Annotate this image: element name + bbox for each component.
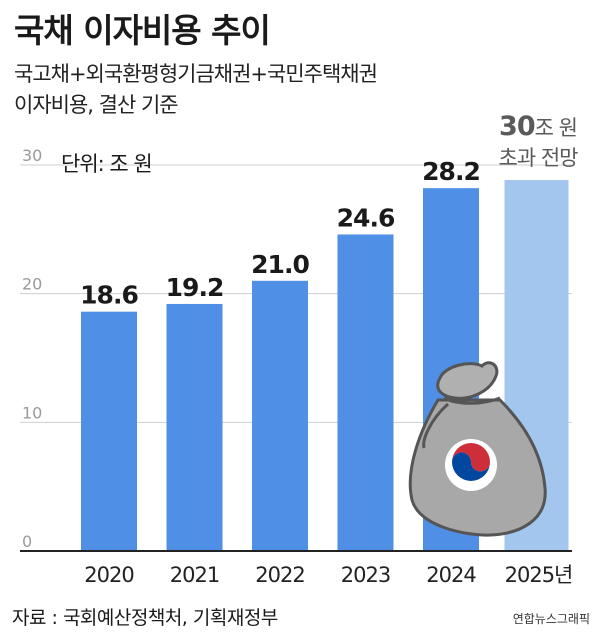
x-tick-label: 2025년 xyxy=(505,563,573,587)
forecast-text: 초과 전망 xyxy=(498,146,579,170)
data-label: 21.0 xyxy=(251,250,309,279)
chart-subtitle-line-1: 국고채+외국환평형기금채권+국민주택채권 xyxy=(14,62,378,86)
unit-label: 단위: 조 원 xyxy=(61,152,153,176)
y-tick-label: 10 xyxy=(22,403,42,422)
x-tick-label: 2021 xyxy=(170,563,219,587)
bar xyxy=(337,234,394,552)
x-tick-label: 2020 xyxy=(84,563,133,587)
chart-title: 국채 이자비용 추이 xyxy=(14,11,271,50)
y-tick-label: 30 xyxy=(22,146,42,165)
source-text: 자료 : 국회예산정책처, 기획재정부 xyxy=(12,607,278,629)
forecast-value: 30 xyxy=(499,111,536,142)
chart-subtitle-line-2: 이자비용, 결산 기준 xyxy=(14,93,179,117)
y-tick-label: 0 xyxy=(22,532,32,551)
data-label: 18.6 xyxy=(80,281,138,310)
credit-text: 연합뉴스그래픽 xyxy=(512,612,590,626)
data-label: 19.2 xyxy=(166,273,224,302)
y-tick-label: 20 xyxy=(22,275,42,294)
data-label: 24.6 xyxy=(337,203,395,232)
x-tick-label: 2024 xyxy=(426,563,476,587)
forecast-unit: 조 원 xyxy=(534,116,578,140)
bar xyxy=(252,280,308,551)
x-tick-label: 2022 xyxy=(255,563,304,587)
money-bag-icon xyxy=(408,361,547,537)
bar-chart: 0 10 20 30 18.6 2020 19.2 2021 21.0 2022 24.6 2023 2… xyxy=(20,146,573,587)
forecast-note: 30조 원 초과 전망 xyxy=(478,112,598,173)
bar xyxy=(81,311,137,551)
data-label: 28.2 xyxy=(422,157,480,186)
bar xyxy=(166,303,223,551)
x-tick-label: 2023 xyxy=(341,563,390,587)
